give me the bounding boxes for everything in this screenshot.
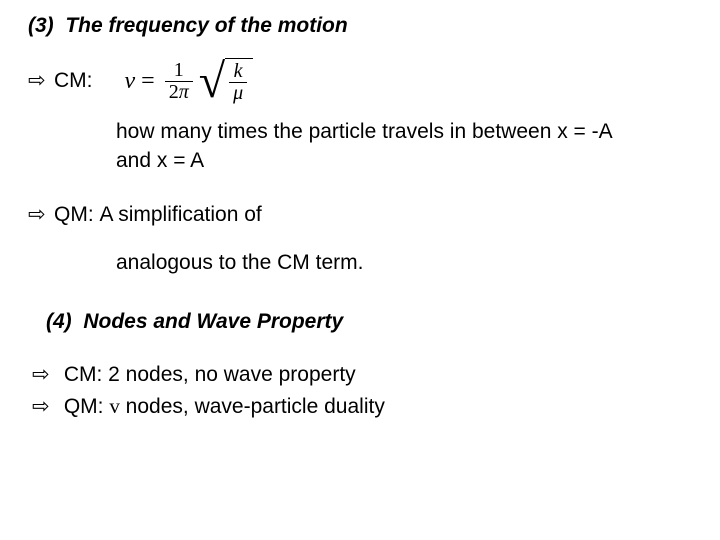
symbol-pi: π [179,81,189,103]
fraction-numerator: 1 [170,60,188,81]
symbol-mu: μ [229,82,247,104]
section-3-title: The frequency of the motion [65,14,347,37]
final-line-1: ⇨ CM: 2 nodes, no wave property [32,360,692,390]
arrow-icon: ⇨ [32,392,58,422]
qm-label: QM: [54,201,94,229]
symbol-equals: = [141,65,155,97]
frequency-formula: ν = 1 2π √ k μ [125,58,254,104]
symbol-k: k [230,61,247,82]
final-block: ⇨ CM: 2 nodes, no wave property ⇨ QM: v … [32,360,692,422]
symbol-nu: ν [125,65,136,97]
section-4-title: Nodes and Wave Property [83,310,343,333]
qm-row: ⇨ QM: A simplification of [28,201,692,229]
final-line-1-text: CM: 2 nodes, no wave property [64,363,356,386]
cm-description: how many times the particle travels in b… [116,118,692,175]
final-line-2-post: nodes, wave-particle duality [120,395,385,418]
fraction-denominator: 2π [165,81,193,103]
section-3-heading: (3) The frequency of the motion [28,12,692,40]
section-4-number: (4) [46,310,72,333]
digit-2: 2 [169,81,179,103]
section-3-number: (3) [28,14,54,37]
qm-description: analogous to the CM term. [116,249,692,277]
section-4-heading: (4) Nodes and Wave Property [46,308,692,336]
symbol-v: v [109,394,120,418]
arrow-icon: ⇨ [28,67,54,95]
qm-text: A simplification of [100,201,262,229]
arrow-icon: ⇨ [32,360,58,390]
fraction-one-over-2pi: 1 2π [165,60,193,103]
cm-desc-line-2: and x = A [116,147,692,175]
cm-row: ⇨ CM: ν = 1 2π √ k μ [28,58,692,104]
radical-icon: √ [199,60,225,106]
cm-label: CM: [54,67,93,95]
fraction-k-over-mu: k μ [229,61,247,104]
square-root: √ k μ [199,58,253,104]
final-line-2-pre: QM: [64,395,110,418]
cm-desc-line-1: how many times the particle travels in b… [116,118,692,146]
arrow-icon: ⇨ [28,201,54,229]
final-line-2: ⇨ QM: v nodes, wave-particle duality [32,391,692,422]
